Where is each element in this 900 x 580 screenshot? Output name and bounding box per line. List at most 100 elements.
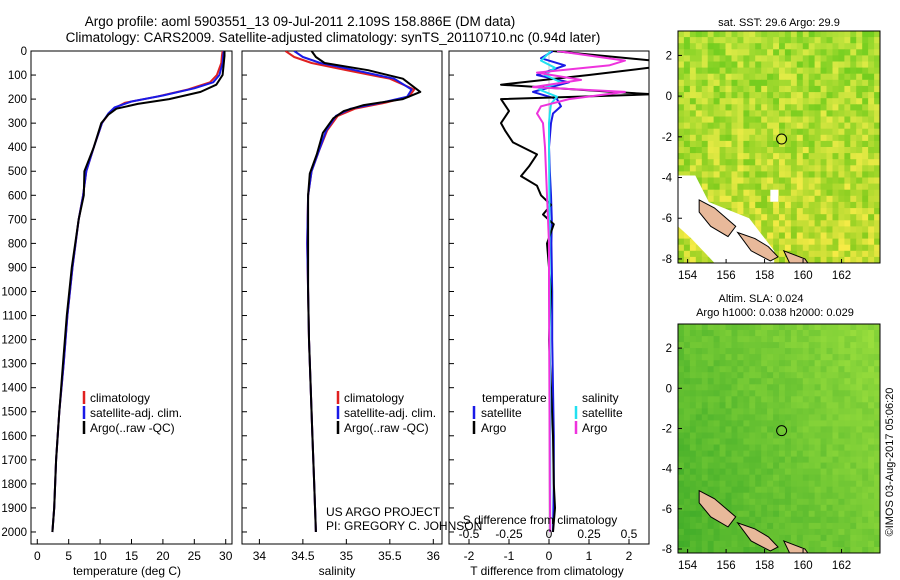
map-cell [701,165,709,172]
map-cell [779,366,786,373]
map-cell [832,208,839,215]
map-cell [856,256,863,263]
map-cell [678,250,685,258]
map-cell [808,98,816,105]
map-cell [808,73,816,81]
map-cell [862,140,869,148]
map-cell [689,547,697,553]
map-cell [707,128,715,136]
map-cell [761,396,768,403]
map-cell [755,444,762,452]
map-cell [689,402,697,409]
map-cell [689,110,697,118]
map-cell [779,31,786,38]
map-cell [832,67,839,75]
map-cell [874,85,880,93]
map-cell [868,390,875,397]
map-cell [695,534,703,542]
map-cell [701,153,709,160]
map-cell [832,444,839,452]
map-cell [779,426,786,433]
map-cell [707,420,715,427]
map-cell [749,378,756,385]
map-cell [844,201,851,209]
map-cell [802,92,810,99]
map-cell [784,37,792,44]
temperature-axes [30,50,233,545]
map-cell [862,31,869,38]
map-cell [814,220,822,227]
map-cell [701,462,709,470]
map-cell [868,195,875,203]
map-cell [731,426,738,433]
map-cell [761,408,768,415]
map-cell [755,183,762,191]
depth-tick-label: 800 [8,238,27,250]
map-cell [862,79,869,87]
map-cell [850,348,857,355]
map-cell [773,214,780,221]
map-cell [701,330,709,337]
map-cell [808,244,816,252]
map-cell [856,534,863,542]
map-cell [743,110,750,118]
map-cell [832,238,839,246]
map-cell [737,486,744,494]
map-cell [802,79,810,87]
map-cell [838,244,845,252]
map-cell [743,195,750,203]
map-cell [713,134,721,142]
map-cell [856,238,863,246]
map-cell [767,201,774,209]
map-cell [844,450,851,458]
map-cell [790,43,798,50]
map-cell [838,480,845,488]
depth-axis: 0100200300400500600700800900100011001200… [1,46,454,539]
map-cell [737,55,744,63]
map-x-tick-label: 156 [717,560,736,572]
x-tick-label: -2 [464,549,475,563]
map-cell [725,189,732,197]
map-cell [749,522,756,530]
map-cell [850,183,857,191]
map-cell [796,104,804,111]
map-cell [790,37,798,44]
map-cell [826,498,833,506]
map-cell [808,408,816,415]
map-cell [725,43,732,50]
depth-tick-label: 2000 [1,527,27,539]
map-cell [683,165,691,172]
map-cell [868,92,875,99]
map-cell [850,498,857,506]
map-cell [695,43,703,50]
x-tick-label: 0 [546,549,553,563]
map-cell [707,330,715,337]
map-cell [761,504,768,512]
map-cell [802,492,810,500]
map-cell [755,342,762,349]
map-cell [719,177,727,185]
map-cell [707,110,715,118]
map-cell [767,342,774,349]
map-cell [731,98,738,105]
map-cell [755,110,762,118]
map-cell [725,116,732,124]
map-cell [808,396,816,403]
map-cell [844,480,851,488]
map-cell [743,208,750,215]
map-cell [701,468,709,476]
map-cell [713,183,721,191]
map-cell [784,208,792,215]
map-cell [820,67,828,75]
map-cell [767,43,774,50]
map-cell [850,61,857,69]
map-cell [689,128,697,136]
map-cell [868,396,875,403]
temperature-legend: climatology satellite-adj. clim. Argo(..… [82,391,182,435]
map-cell [719,104,727,111]
map-cell [701,342,709,349]
map-cell [719,480,727,488]
map-cell [856,456,863,464]
map-cell [761,426,768,433]
